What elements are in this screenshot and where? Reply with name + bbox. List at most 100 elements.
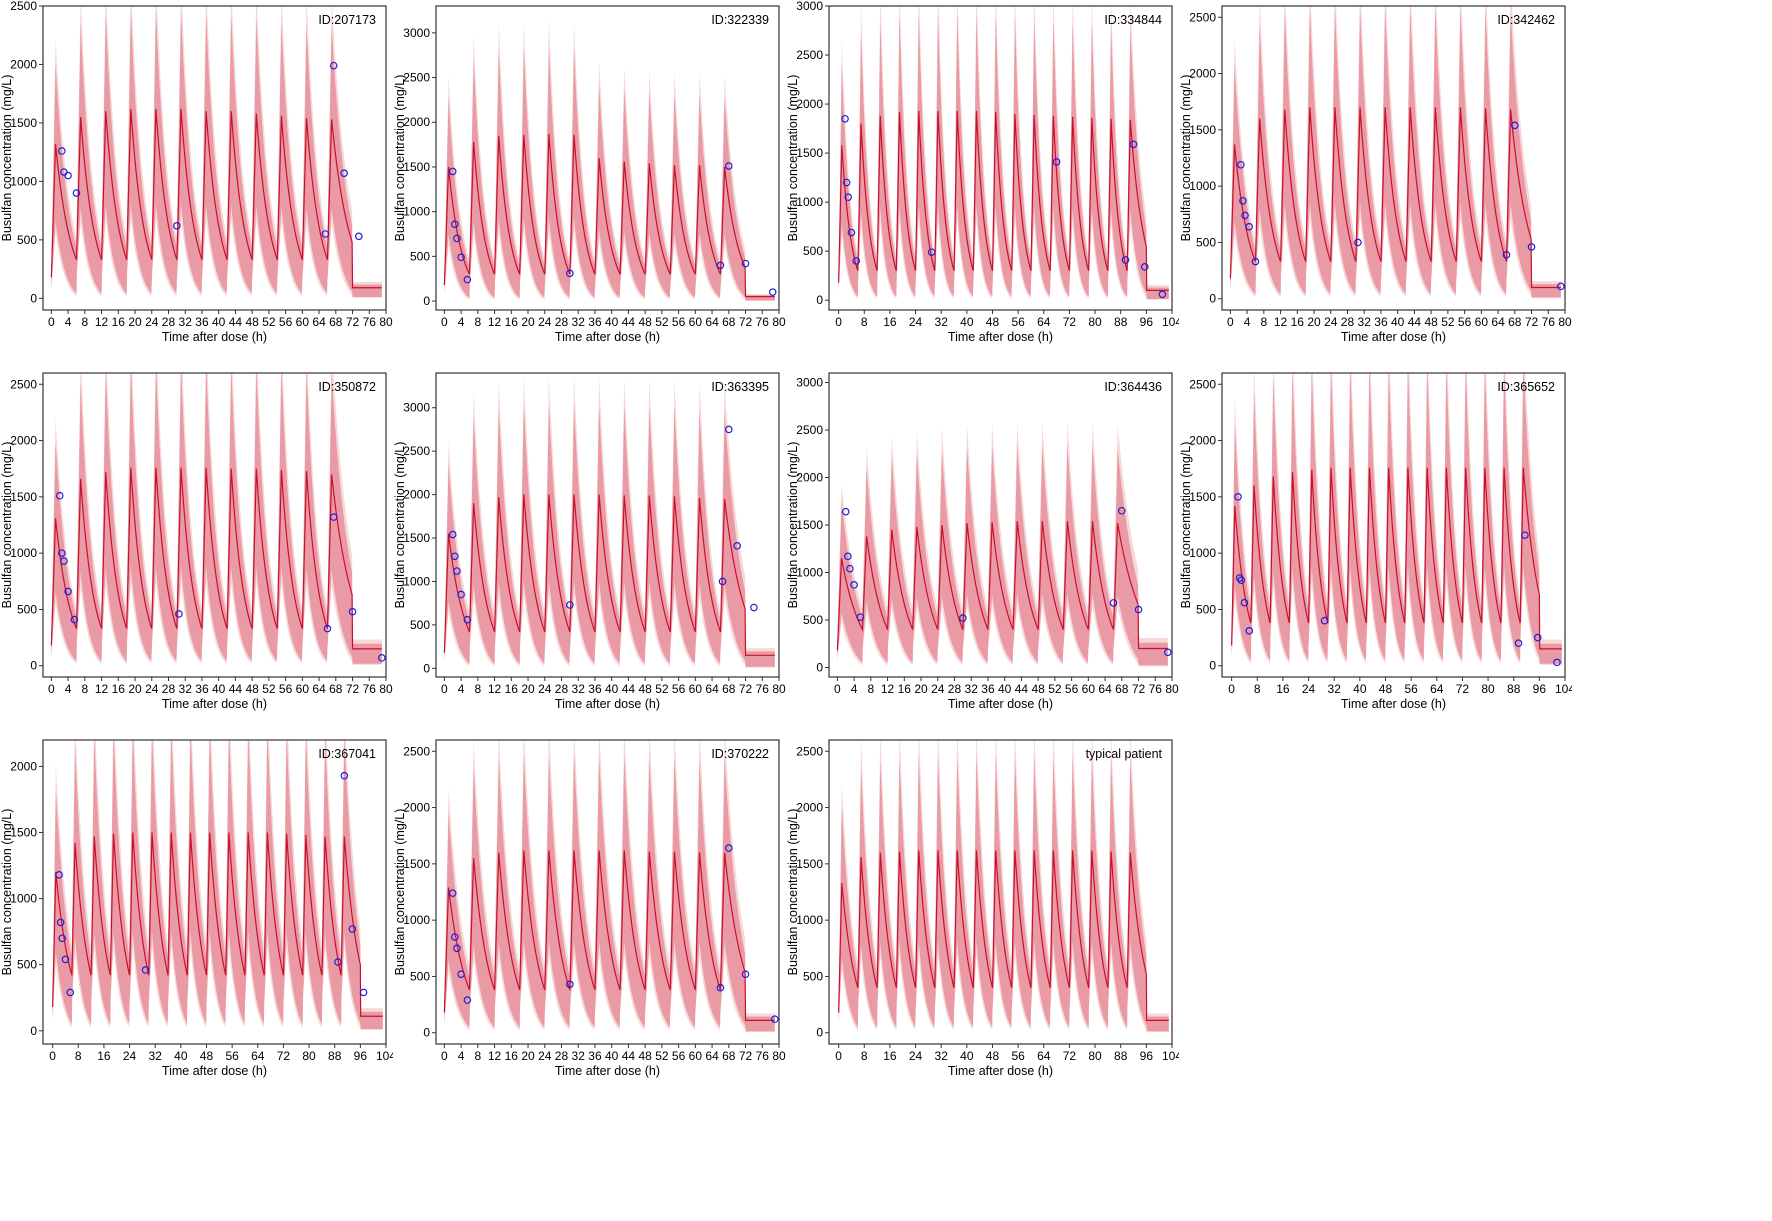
x-tick-label: 8 (867, 682, 874, 696)
observed-point (348, 607, 357, 616)
x-axis-label: Time after dose (h) (948, 697, 1053, 711)
observed-point (355, 232, 363, 241)
observed-point (1245, 222, 1253, 231)
observed-point (463, 275, 472, 284)
observed-point (768, 288, 777, 296)
chart-svg: 0 500 1000 1500 2000 2500 3000 0 8 16 24 32 40 48 56 64… (786, 0, 1179, 344)
x-tick-label: 72 (1525, 315, 1539, 329)
plot-frame (1221, 5, 1566, 311)
x-axis-label: Time after dose (h) (948, 330, 1053, 344)
y-tick-label: 1500 (796, 518, 823, 532)
observed-point (64, 171, 72, 180)
x-tick-label: 60 (1082, 682, 1096, 696)
y-tick-label: 2500 (10, 377, 37, 391)
observed-point (323, 624, 332, 633)
x-tick-label: 64 (1430, 682, 1444, 696)
x-tick-label: 0 (441, 682, 448, 696)
y-tick-label: 500 (803, 969, 823, 983)
observed-point (566, 980, 574, 989)
x-tick-label: 72 (739, 1049, 753, 1063)
x-tick-label: 44 (1408, 315, 1422, 329)
x-tick-label: 16 (1276, 682, 1290, 696)
chart-svg: 0 500 1000 1500 2000 0 8 16 24 32 40 48 56 64 72 80 88 96… (0, 739, 393, 1078)
x-tick-label: 36 (588, 315, 602, 329)
x-tick-label: 8 (861, 1049, 868, 1063)
observed-point (58, 549, 66, 557)
plot-frame (42, 372, 387, 678)
observed-point (566, 269, 574, 278)
x-tick-label: 32 (935, 1049, 949, 1063)
x-tick-label: 60 (296, 315, 310, 329)
x-tick-label: 48 (638, 315, 652, 329)
x-axis-label: Time after dose (h) (1341, 697, 1446, 711)
x-tick-label: 72 (346, 682, 360, 696)
observed-point (846, 564, 854, 573)
observed-point (847, 228, 856, 237)
observed-point (451, 552, 459, 561)
y-tick-label: 500 (803, 244, 823, 258)
y-tick-label: 1500 (403, 160, 430, 174)
x-tick-label: 0 (1228, 682, 1235, 696)
x-tick-label: 36 (588, 682, 602, 696)
observed-point (716, 261, 725, 270)
y-tick-label: 1000 (10, 174, 37, 188)
observed-point (841, 507, 850, 516)
observed-point (1241, 211, 1249, 220)
observed-point (329, 513, 338, 521)
x-tick-label: 12 (488, 1049, 502, 1063)
observed-point (457, 590, 465, 599)
observed-point (457, 970, 465, 978)
x-tick-label: 40 (605, 1049, 619, 1063)
y-tick-label: 1000 (796, 195, 823, 209)
x-tick-label: 60 (689, 682, 703, 696)
median-prediction-line (1231, 467, 1562, 650)
x-tick-label: 0 (48, 682, 55, 696)
observed-point (1239, 196, 1247, 205)
x-tick-label: 24 (909, 315, 923, 329)
x-tick-label: 36 (195, 682, 209, 696)
x-axis-label: Time after dose (h) (555, 330, 660, 344)
y-tick-label: 2500 (796, 744, 823, 758)
x-tick-label: 96 (1533, 682, 1547, 696)
x-tick-label: 48 (638, 1049, 652, 1063)
observed-point (850, 581, 858, 589)
x-tick-label: 60 (1475, 315, 1489, 329)
observed-point (1320, 616, 1329, 625)
x-tick-label: 80 (1558, 315, 1572, 329)
y-tick-label: 2500 (10, 0, 37, 13)
y-tick-label: 2500 (403, 744, 430, 758)
x-tick-label: 72 (1063, 1049, 1077, 1063)
observed-point (58, 147, 66, 155)
median-prediction-line (443, 133, 775, 298)
x-tick-label: 80 (379, 315, 393, 329)
observed-point (716, 983, 725, 992)
observed-point (750, 603, 758, 612)
observed-point (1121, 256, 1130, 264)
observed-point (1354, 238, 1362, 247)
x-tick-label: 40 (960, 1049, 974, 1063)
x-tick-label: 72 (1456, 682, 1470, 696)
x-tick-label: 0 (49, 1049, 56, 1063)
y-tick-label: 1000 (10, 546, 37, 560)
x-axis-label: Time after dose (h) (555, 1064, 660, 1078)
x-tick-label: 16 (112, 682, 126, 696)
x-tick-label: 80 (1088, 315, 1102, 329)
median-prediction-line (443, 850, 775, 1021)
x-tick-label: 8 (81, 315, 88, 329)
observed-point (856, 613, 865, 621)
x-tick-label: 56 (672, 1049, 686, 1063)
observed-point (1502, 251, 1511, 259)
x-tick-label: 8 (861, 315, 868, 329)
x-tick-label: 0 (834, 682, 841, 696)
median-prediction-line (1229, 107, 1561, 289)
y-tick-label: 2000 (10, 759, 37, 773)
prediction-interval-inner (52, 740, 383, 1030)
patient-id-label: ID:207173 (318, 13, 376, 27)
observed-point (55, 871, 63, 879)
x-axis-label: Time after dose (h) (162, 697, 267, 711)
y-tick-label: 2000 (403, 488, 430, 502)
y-tick-label: 3000 (403, 401, 430, 415)
y-tick-label: 3000 (796, 376, 823, 390)
